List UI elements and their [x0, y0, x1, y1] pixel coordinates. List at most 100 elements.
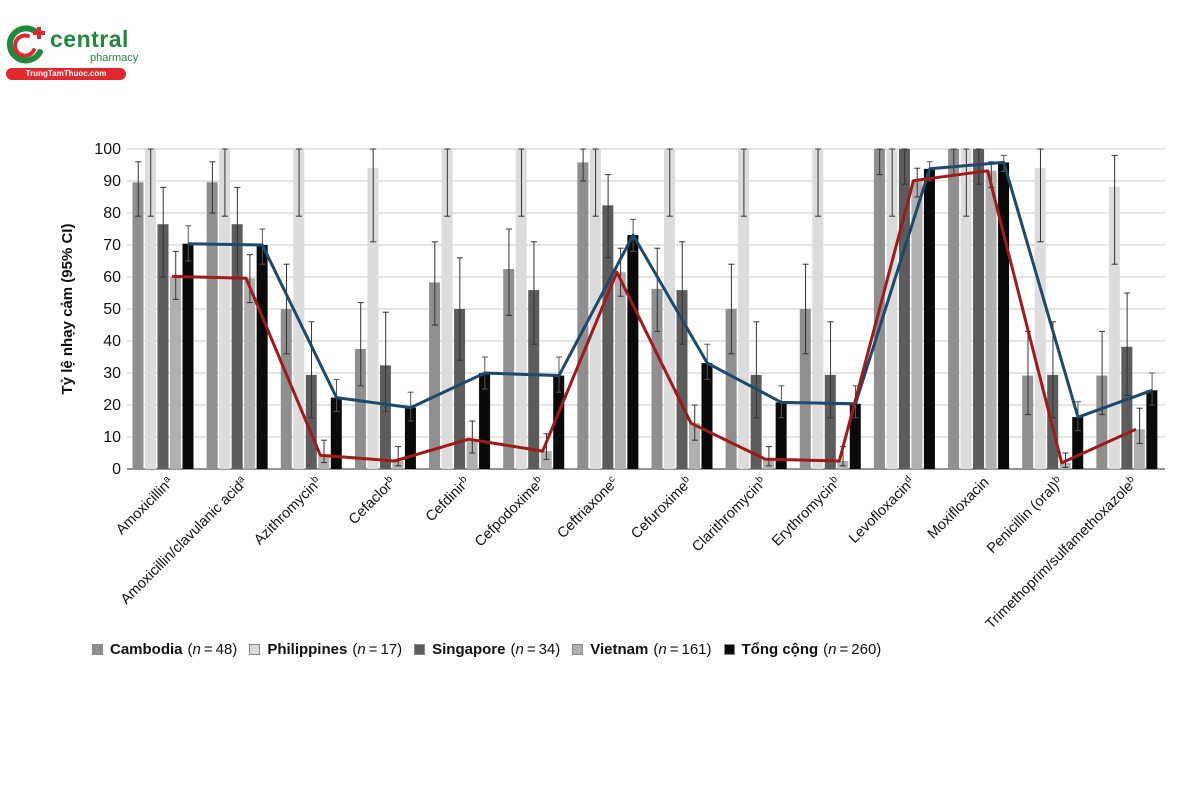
bar [441, 149, 453, 469]
legend-label: Vietnam [590, 641, 649, 658]
legend-label: Singapore [432, 641, 506, 658]
category-label: Cefaclorb [345, 473, 399, 527]
logo-brand: central [50, 26, 129, 52]
category-label: Cefuroximeb [628, 473, 697, 542]
bar [1034, 167, 1046, 469]
bar [354, 349, 366, 469]
bar [985, 170, 997, 469]
bar [998, 162, 1010, 469]
bar [256, 245, 268, 469]
y-axis-label: Tỷ lệ nhạy cảm (95% CI) [59, 224, 76, 395]
bar [824, 374, 836, 469]
bar [379, 365, 391, 469]
trend-line-total [188, 160, 1153, 419]
legend-item: Cambodia (n = 48) [92, 641, 237, 658]
bar [404, 407, 416, 469]
category-label: Ceftriaxonec [554, 474, 622, 542]
bar [1022, 375, 1034, 469]
y-tick-label: 90 [103, 173, 121, 190]
bar [170, 276, 181, 469]
legend-count: (n = 17) [352, 641, 403, 658]
category-label: Levofloxacind [845, 474, 918, 547]
trend-line-vietnam [171, 169, 1137, 465]
bar [206, 182, 218, 469]
legend-item: Tổng cộng (n = 260) [723, 641, 882, 658]
bar [454, 309, 466, 469]
logo-bar [6, 68, 126, 80]
y-tick-label: 80 [103, 205, 121, 222]
bar [1146, 390, 1158, 469]
bar [750, 374, 762, 469]
bar [466, 439, 478, 469]
legend-label: Tổng cộng [741, 641, 819, 658]
bar [219, 149, 231, 469]
central-pharmacy-logo: central pharmacy TrungTamThuoc.com [6, 22, 139, 84]
legend-count: (n = 161) [653, 641, 712, 658]
legend-count: (n = 34) [510, 641, 561, 658]
bar [280, 309, 292, 469]
bar [367, 167, 379, 469]
bar [515, 149, 527, 469]
bar [738, 149, 750, 469]
y-tick-label: 100 [94, 141, 121, 158]
y-tick-label: 60 [103, 269, 121, 286]
bar [231, 224, 243, 469]
bar [923, 168, 935, 469]
y-tick-label: 0 [112, 461, 121, 478]
legend-swatch [249, 644, 261, 655]
bar [1072, 417, 1084, 469]
logo-sub: pharmacy [90, 52, 139, 64]
bar [689, 423, 700, 469]
bar [293, 149, 305, 469]
legend-swatch [723, 644, 735, 655]
legend: Cambodia (n = 48) Philippines (n = 17) Singa… [92, 641, 893, 658]
category-label: Cefpodoximeb [471, 473, 548, 550]
bar [145, 149, 156, 469]
bar [305, 374, 317, 469]
bar [157, 224, 169, 469]
bar [577, 162, 589, 469]
bar [479, 373, 491, 469]
bar [503, 269, 515, 469]
bar [973, 149, 985, 469]
logo-url: TrungTamThuoc.com [25, 69, 107, 78]
bar [1133, 429, 1145, 469]
legend-item: Singapore (n = 34) [414, 641, 560, 658]
bar [330, 397, 342, 469]
bar [614, 272, 626, 469]
bar [540, 451, 552, 469]
legend-label: Cambodia [110, 641, 183, 658]
y-tick-label: 20 [103, 397, 121, 414]
legend-swatch [414, 644, 426, 655]
bar [182, 243, 194, 469]
bar [602, 205, 614, 469]
category-label: Amoxicillin/clavulanic acida [117, 473, 251, 607]
legend-label: Philippines [267, 641, 348, 658]
bar [775, 402, 787, 469]
y-tick-label: 70 [103, 237, 121, 254]
legend-item: Philippines (n = 17) [249, 641, 402, 658]
bar [627, 235, 639, 469]
legend-swatch [572, 644, 584, 655]
y-tick-label: 10 [103, 429, 121, 446]
bar [676, 290, 688, 469]
bar [886, 149, 898, 469]
bar [725, 309, 737, 469]
bar [799, 309, 811, 469]
bar [528, 290, 540, 469]
category-label: Moxifloxacin [925, 475, 993, 543]
bar [429, 282, 441, 469]
category-label: Azithromycinb [251, 473, 326, 548]
category-label: Erythromycinb [768, 473, 844, 549]
bar [701, 363, 713, 469]
legend-count: (n = 48) [187, 641, 238, 658]
legend-count: (n = 260) [823, 641, 882, 658]
category-label: Penicillin (oral)b [983, 473, 1067, 557]
bar [244, 278, 256, 469]
y-tick-label: 50 [103, 301, 121, 318]
bar [553, 375, 565, 469]
bar [664, 149, 675, 469]
bar [132, 182, 144, 469]
bar [812, 149, 824, 469]
